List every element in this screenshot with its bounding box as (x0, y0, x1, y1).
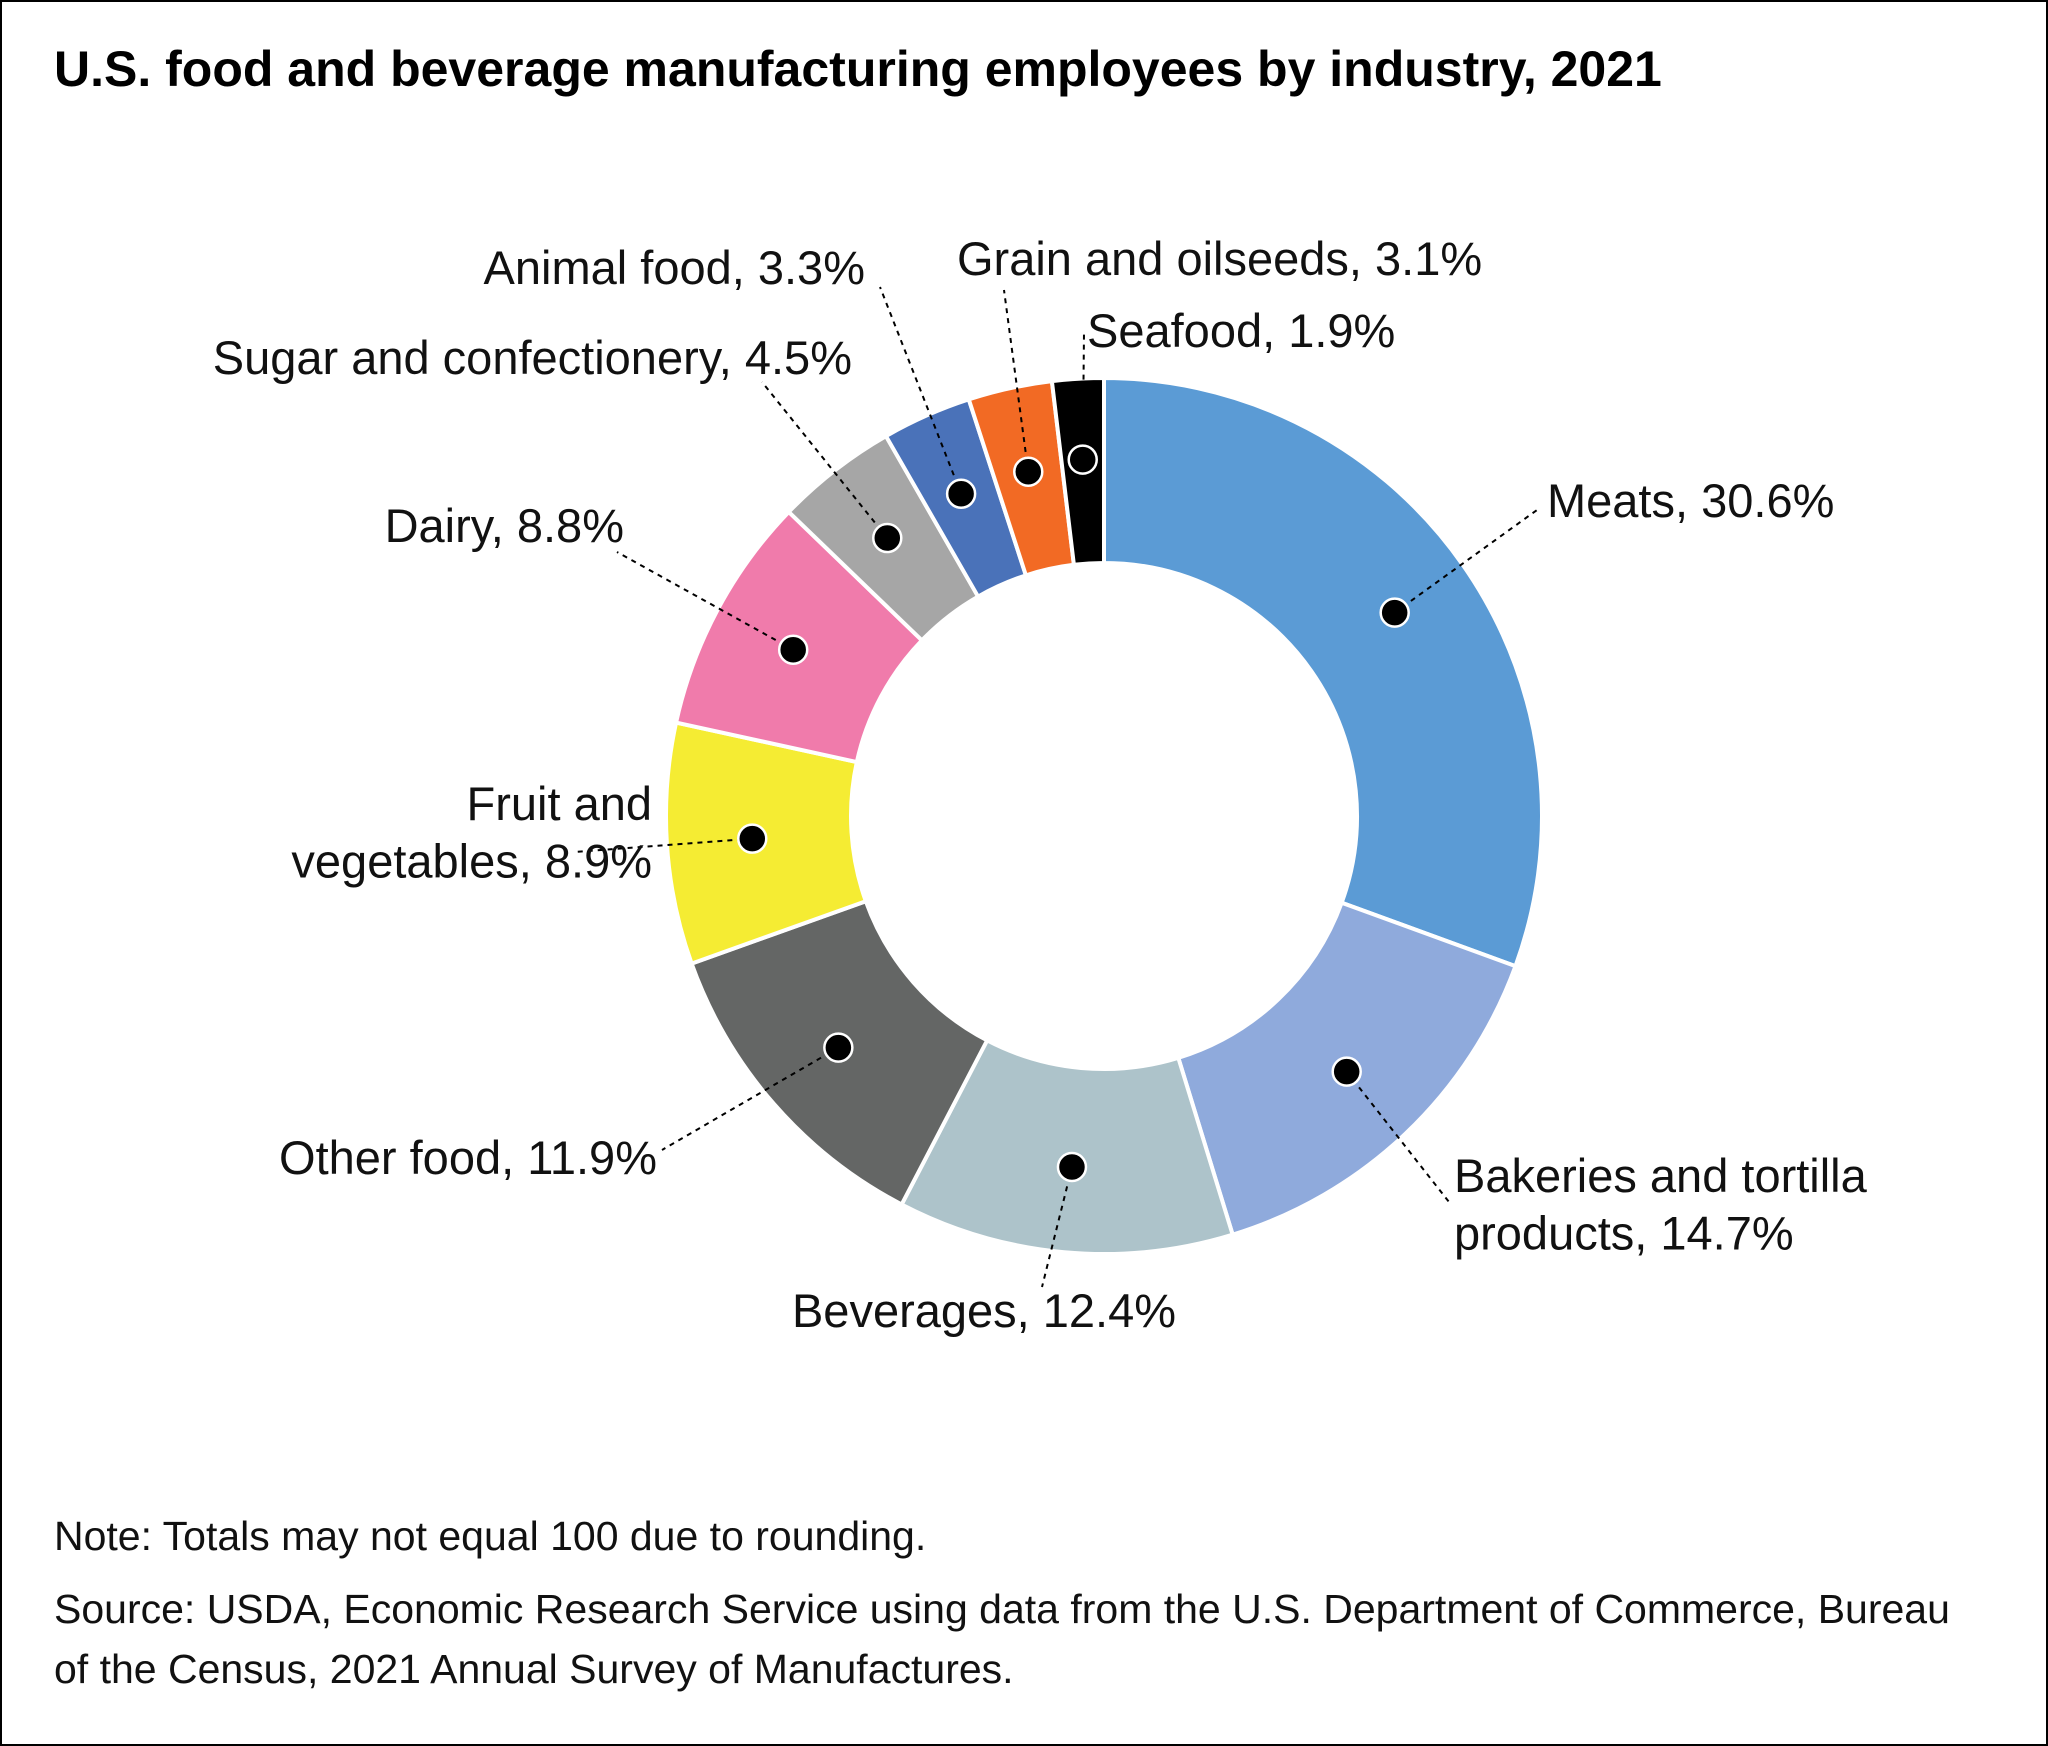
marker-animal-food (945, 478, 977, 510)
leader-line-other-food (661, 1046, 839, 1151)
marker-seafood (1067, 444, 1098, 475)
chart-note: Note: Totals may not equal 100 due to ro… (54, 1513, 927, 1559)
label-bakeries-and-tortilla-products: Bakeries and tortilla products, 14.7% (1454, 1149, 1868, 1259)
labels-layer: Meats, 30.6% Bakeries and tortilla product… (213, 232, 1868, 1337)
label-beverages: Beverages, 12.4% (792, 1284, 1176, 1337)
slice-meats (1102, 375, 1544, 969)
label-other-food: Other food, 11.9% (279, 1131, 657, 1184)
marker-fruit-and-vegetables (737, 823, 768, 854)
marker-other-food (823, 1032, 854, 1063)
leader-line-bakeries-and-tortilla-products (1345, 1070, 1450, 1203)
chart-title: U.S. food and beverage manufacturing emp… (54, 41, 1662, 97)
marker-meats (1379, 597, 1410, 628)
leader-line-animal-food (879, 286, 963, 495)
leader-line-grain-and-oilseeds (1003, 289, 1030, 472)
leader-lines-layer (573, 286, 1538, 1288)
label-sugar-and-confectionery: Sugar and confectionery, 4.5% (213, 331, 852, 384)
label-meats: Meats, 30.6% (1547, 474, 1834, 527)
label-grain-and-oilseeds: Grain and oilseeds, 3.1% (957, 232, 1482, 285)
marker-dairy (777, 634, 809, 666)
leader-line-dairy (616, 551, 794, 651)
chart-source: Source: USDA, Economic Research Service … (54, 1586, 1950, 1692)
marker-grain-and-oilseeds (1013, 456, 1044, 488)
leader-line-beverages (1041, 1166, 1073, 1288)
label-seafood: Seafood, 1.9% (1087, 304, 1395, 357)
leader-line-sugar-and-confectionery (761, 381, 889, 539)
marker-bakeries-and-tortilla-products (1331, 1056, 1362, 1087)
marker-beverages (1056, 1151, 1088, 1183)
leader-line-seafood (1081, 331, 1085, 460)
label-dairy: Dairy, 8.8% (385, 499, 624, 552)
slices-layer (664, 375, 1544, 1256)
label-fruit-and-vegetables: Fruit and vegetables, 8.9% (291, 777, 652, 887)
label-animal-food: Animal food, 3.3% (484, 241, 865, 294)
marker-sugar-and-confectionery (872, 522, 903, 554)
slice-beverages (898, 1037, 1236, 1256)
